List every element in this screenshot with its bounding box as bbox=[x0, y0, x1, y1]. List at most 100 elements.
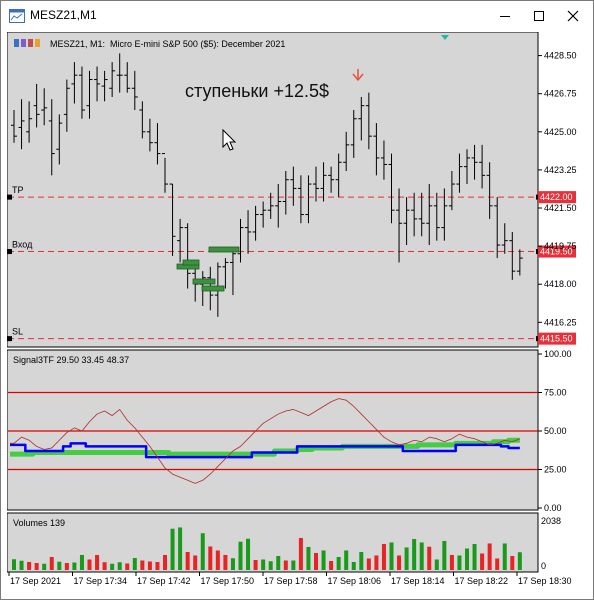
fill-box[interactable] bbox=[182, 259, 200, 266]
volume-bar bbox=[412, 538, 417, 570]
volume-tick-label: 0 bbox=[541, 561, 546, 571]
indicator-panel[interactable] bbox=[7, 349, 539, 511]
main-price-panel[interactable] bbox=[7, 32, 539, 348]
price-bar bbox=[252, 205, 259, 241]
volume-bar bbox=[329, 560, 334, 570]
fill-box[interactable] bbox=[192, 278, 216, 285]
volume-bar bbox=[261, 559, 266, 570]
volume-bar bbox=[381, 543, 386, 570]
time-tick-label: 17 Sep 2021 bbox=[10, 576, 61, 586]
volume-bar bbox=[223, 554, 228, 570]
price-bar bbox=[343, 131, 350, 171]
price-tick-label: 4418.00 bbox=[544, 279, 577, 289]
volume-bar bbox=[321, 550, 326, 570]
volume-tick-label: 2038 bbox=[541, 516, 561, 526]
price-bar bbox=[328, 166, 335, 193]
price-tick-label: 4425.00 bbox=[544, 127, 577, 137]
volume-bar bbox=[155, 561, 160, 570]
shift-marker-icon[interactable] bbox=[441, 35, 449, 40]
level-name: SL bbox=[12, 327, 23, 337]
minimize-button[interactable] bbox=[488, 1, 522, 30]
time-tick-label: 17 Sep 18:30 bbox=[518, 576, 572, 586]
indicator-tick-label: 50.00 bbox=[544, 426, 567, 436]
volume-bar bbox=[19, 560, 24, 570]
volume-bar bbox=[200, 533, 205, 570]
price-bar bbox=[501, 223, 508, 254]
time-tick-label: 17 Sep 18:22 bbox=[455, 576, 509, 586]
volume-bar bbox=[480, 553, 485, 570]
volume-bar bbox=[110, 563, 115, 570]
level-handle[interactable] bbox=[7, 336, 12, 342]
time-tick-label: 17 Sep 17:34 bbox=[74, 576, 128, 586]
close-button[interactable] bbox=[556, 1, 590, 30]
order-fill-boxes bbox=[176, 246, 240, 292]
volume-bar bbox=[170, 528, 175, 570]
close-icon bbox=[567, 10, 579, 22]
volume-bar bbox=[291, 560, 296, 570]
volume-bar bbox=[125, 563, 130, 570]
volume-bar bbox=[268, 561, 273, 570]
price-bar bbox=[260, 201, 267, 228]
indicator-tick-label: 25.00 bbox=[544, 465, 567, 475]
level-handle[interactable] bbox=[7, 249, 12, 255]
price-bar bbox=[41, 88, 48, 126]
price-bar bbox=[365, 92, 372, 150]
volume-bar bbox=[306, 546, 311, 570]
volume-axis[interactable]: 2038 0 bbox=[541, 516, 561, 571]
sell-arrow-icon bbox=[352, 69, 364, 82]
price-bar bbox=[275, 184, 282, 228]
volume-bar bbox=[64, 562, 69, 570]
volume-bar bbox=[246, 538, 251, 570]
volume-bar bbox=[404, 547, 409, 570]
price-bar bbox=[441, 188, 448, 241]
price-bar bbox=[146, 118, 153, 152]
mouse-cursor-icon bbox=[222, 128, 237, 151]
volume-bar bbox=[215, 550, 220, 570]
level-handle[interactable] bbox=[7, 194, 12, 200]
window-title: MESZ21,M1 bbox=[30, 8, 97, 22]
time-tick-label: 17 Sep 17:50 bbox=[201, 576, 255, 586]
time-axis[interactable]: 17 Sep 2021 17 Sep 17:34 17 Sep 17:42 17 Se… bbox=[8, 572, 572, 586]
volume-bar bbox=[102, 562, 107, 570]
price-bar bbox=[494, 197, 501, 259]
price-bar bbox=[479, 144, 486, 189]
indicator-axis[interactable]: 100.00 75.00 50.00 25.00 0.00 bbox=[538, 349, 572, 513]
price-bar bbox=[116, 53, 123, 93]
price-tick-label: 4416.25 bbox=[544, 317, 577, 327]
title-bar[interactable]: MESZ21,M1 bbox=[1, 1, 593, 30]
price-bar bbox=[433, 192, 440, 241]
price-bar bbox=[380, 140, 387, 180]
level-price-label: 4419.50 bbox=[540, 247, 573, 257]
chart-area[interactable]: MESZ21, M1: Micro E-mini S&P 500 ($5): D… bbox=[7, 32, 588, 594]
maximize-button[interactable] bbox=[522, 1, 556, 30]
volume-bar bbox=[79, 554, 84, 570]
price-bar bbox=[313, 166, 319, 202]
level-price-tag bbox=[538, 245, 576, 258]
indicator-tick-label: 100.00 bbox=[544, 349, 572, 359]
volume-bar bbox=[427, 546, 432, 570]
price-bar bbox=[403, 197, 410, 246]
price-bar bbox=[11, 110, 17, 143]
volume-bar bbox=[208, 546, 213, 570]
price-bar bbox=[63, 79, 70, 132]
chart-symbol: MESZ21, M1: bbox=[50, 39, 105, 49]
price-axis[interactable]: 4428.50 4426.75 4425.00 4423.25 4421.50 4419.… bbox=[538, 51, 577, 328]
volume-bar bbox=[57, 561, 62, 570]
volume-bar bbox=[178, 527, 183, 570]
price-bar bbox=[297, 175, 304, 224]
price-bar bbox=[471, 144, 478, 180]
signal-line-thin bbox=[10, 398, 521, 484]
price-tick-label: 4423.25 bbox=[544, 165, 577, 175]
volume-bar bbox=[117, 562, 122, 570]
volume-bar bbox=[434, 559, 439, 570]
price-bar bbox=[48, 99, 55, 176]
fill-box[interactable] bbox=[201, 285, 225, 292]
volume-bar bbox=[374, 555, 379, 570]
level-name: Вход bbox=[12, 240, 33, 250]
volume-bar bbox=[389, 542, 394, 570]
fill-box[interactable] bbox=[208, 246, 240, 253]
price-bar bbox=[229, 249, 236, 296]
volume-bar bbox=[238, 541, 243, 570]
price-bar bbox=[124, 62, 131, 93]
volume-bar bbox=[230, 558, 235, 570]
